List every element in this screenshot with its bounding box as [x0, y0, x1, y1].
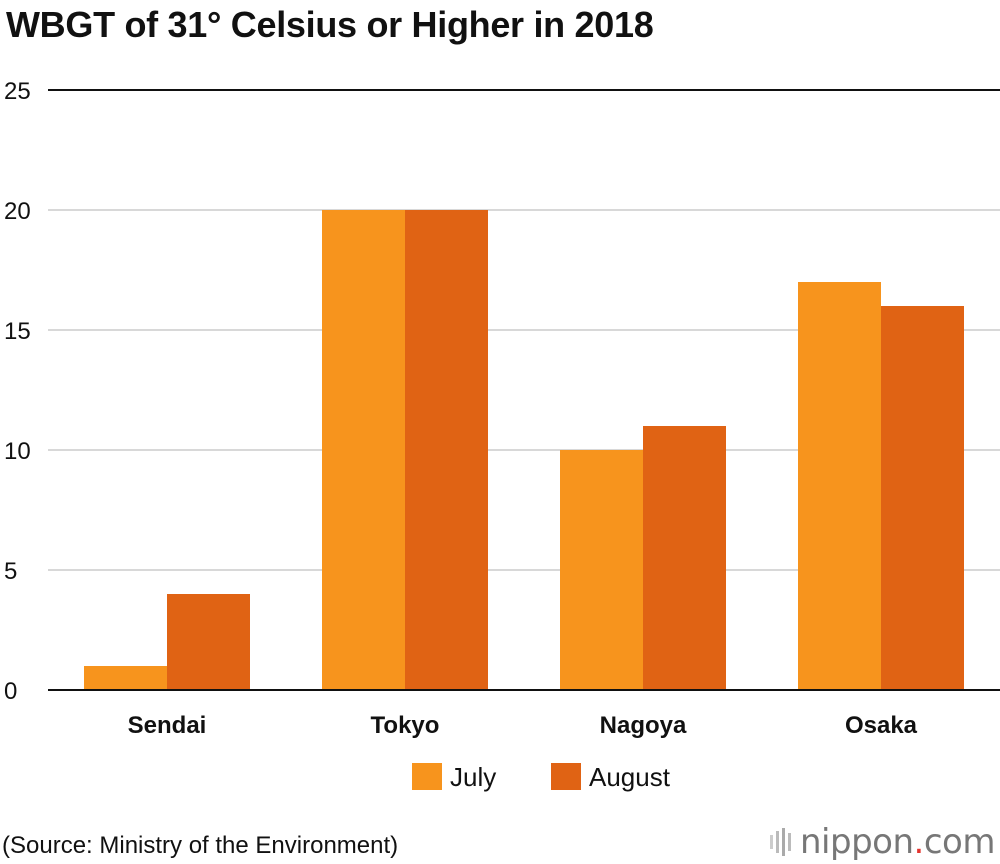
x-tick-label: Osaka — [845, 712, 918, 739]
bar — [798, 282, 881, 690]
y-tick-label: 0 — [4, 678, 17, 705]
brand-suffix: com — [923, 822, 996, 862]
bar — [322, 210, 405, 690]
nippon-logo: nippon.com — [770, 822, 995, 862]
bar — [881, 306, 964, 690]
x-tick-label: Tokyo — [371, 712, 440, 739]
brand-name: nippon — [800, 822, 914, 862]
y-tick-label: 10 — [4, 438, 31, 465]
legend-swatch — [551, 763, 581, 790]
legend-label: August — [589, 762, 671, 792]
bar — [643, 426, 726, 690]
bar-chart: 0 5 10 15 20 25 Sendai Tokyo Nagoya Osaka July Augu… — [4, 78, 1000, 792]
legend-swatch — [412, 763, 442, 790]
legend-label: July — [450, 762, 496, 792]
y-tick-label: 15 — [4, 318, 31, 345]
bar — [405, 210, 488, 690]
y-tick-label: 25 — [4, 78, 31, 105]
source-note: (Source: Ministry of the Environment) — [2, 832, 399, 859]
brand-dot: . — [913, 822, 925, 862]
brand-bars-icon — [770, 827, 792, 857]
bar — [84, 666, 167, 690]
x-tick-label: Nagoya — [600, 712, 687, 739]
brand-text: nippon.com — [800, 822, 995, 862]
x-tick-label: Sendai — [128, 712, 207, 739]
y-tick-label: 5 — [4, 558, 17, 585]
bar — [560, 450, 643, 690]
bar — [167, 594, 250, 690]
chart-title: WBGT of 31° Celsius or Higher in 2018 — [6, 4, 654, 45]
y-tick-label: 20 — [4, 198, 31, 225]
